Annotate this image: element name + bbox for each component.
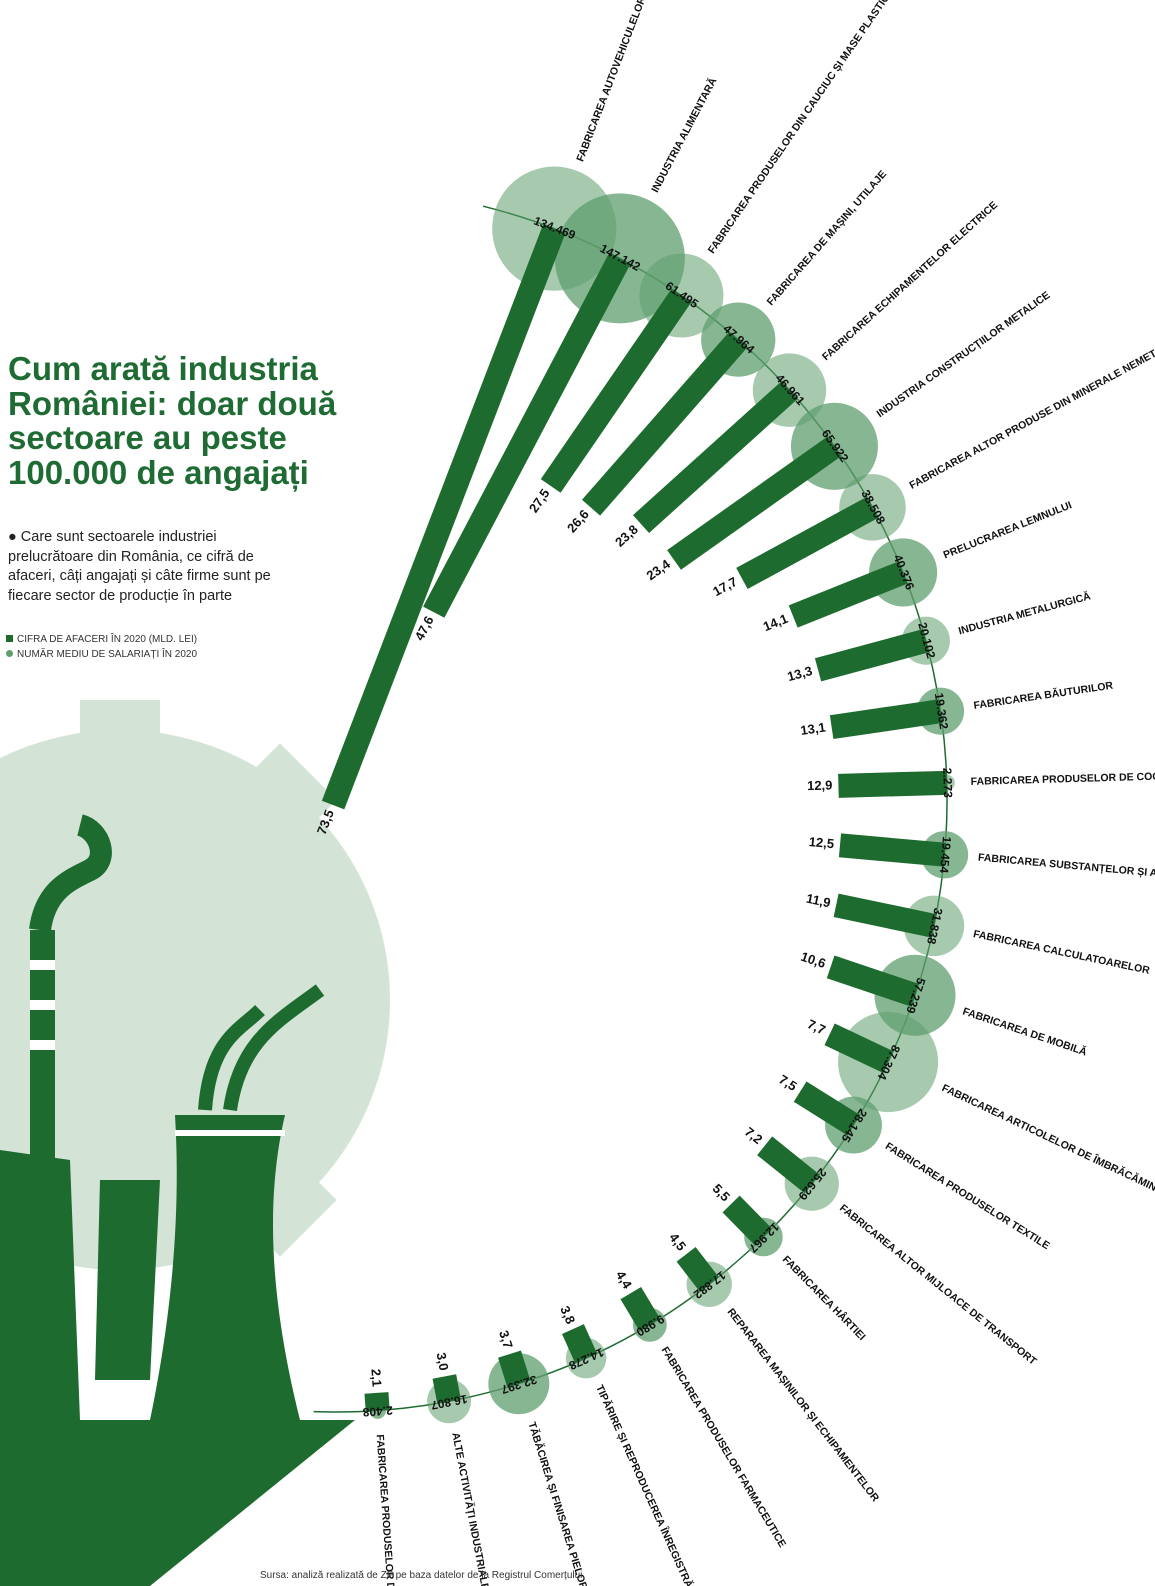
bar-value-label: 7,7	[805, 1016, 828, 1037]
bar-value-label: 3,8	[557, 1304, 578, 1327]
category-label: FABRICAREA PRODUSELOR DE COCSERIE	[971, 770, 1155, 788]
bubble-value-label: 2.273	[940, 768, 955, 799]
category-label: FABRICAREA BĂUTURILOR	[973, 679, 1115, 712]
category-label: ALTE ACTIVITĂȚI INDUSTRIALE	[449, 1431, 492, 1586]
turnover-bar	[788, 561, 908, 628]
turnover-bar	[582, 331, 748, 516]
turnover-bar	[838, 833, 946, 867]
category-label: TIPĂRIRE ȘI REPRODUCEREA ÎNREGISTRĂRILOR	[593, 1383, 709, 1586]
bar-value-label: 7,5	[776, 1072, 799, 1094]
legend-swatch	[6, 650, 13, 657]
turnover-bar	[838, 770, 948, 798]
chart-title: Cum arată industria României: doar două …	[8, 350, 337, 491]
bar-value-label: 3,0	[434, 1351, 452, 1372]
turnover-bar	[793, 1081, 860, 1136]
subtitle-text: Care sunt sectoarele industriei prelucră…	[8, 529, 271, 604]
category-label: FABRICAREA HÂRTIEI	[780, 1253, 869, 1343]
turnover-bar	[757, 1136, 820, 1194]
legend-label: NUMĂR MEDIU DE SALARIAȚI ÎN 2020	[17, 649, 198, 660]
turnover-bar	[736, 496, 879, 589]
bar-value-label: 27,5	[526, 486, 553, 515]
source: Sursa: analiză realizată de ZF pe baza d…	[260, 1570, 583, 1581]
bar-value-label: 3,7	[496, 1329, 516, 1351]
category-label: FABRICAREA DE MOBILĂ	[961, 1005, 1089, 1059]
category-label: INDUSTRIA ALIMENTARĂ	[648, 75, 719, 195]
ground	[0, 1420, 355, 1586]
building	[0, 1150, 80, 1420]
bubble-value-label: 16.807	[430, 1392, 469, 1413]
turnover-bar	[826, 955, 919, 1007]
turnover-bar	[364, 1392, 390, 1412]
category-label: FABRICAREA CALCULATOARELOR	[972, 928, 1151, 977]
category-label: FABRICAREA PRODUSELOR DIN TUTUN	[374, 1434, 400, 1586]
bubble-value-label: 19.454	[937, 836, 954, 874]
turnover-bar	[833, 893, 937, 938]
category-label: INDUSTRIA CONSTRUCȚIILOR METALICE	[875, 289, 1053, 420]
bar-value-label: 11,9	[805, 891, 832, 911]
bar-value-label: 4,4	[613, 1268, 636, 1292]
category-label: FABRICAREA ALTOR PRODUSE DIN MINERALE NE…	[908, 333, 1155, 492]
turnover-bar	[620, 1286, 661, 1331]
bar-value-label: 13,1	[799, 720, 826, 739]
bar-value-label: 4,5	[666, 1230, 689, 1253]
bar-value-label: 23,8	[612, 522, 641, 550]
turnover-bar	[676, 1247, 719, 1292]
cooling-tower	[150, 1115, 300, 1420]
smoke	[198, 984, 325, 1112]
turnover-bar	[824, 1023, 894, 1073]
bar-value-label: 10,6	[799, 949, 828, 971]
turnover-bar	[562, 1324, 597, 1364]
bar-value-label: 2,1	[368, 1368, 384, 1387]
turnover-bar	[498, 1350, 531, 1388]
category-label: FABRICAREA AUTOVEHICULELOR	[574, 0, 648, 163]
bubble-value-label: 19.362	[932, 692, 951, 731]
category-label: FABRICAREA ARTICOLELOR DE ÎMBRĂCĂMINTE	[940, 1081, 1155, 1200]
subtitle: ● Care sunt sectoarele industriei preluc…	[8, 529, 271, 604]
legend: CIFRA DE AFACERI ÎN 2020 (MLD. LEI) NUMĂ…	[6, 634, 197, 664]
category-label: FABRICAREA PRODUSELOR DIN CAUCIUC ȘI MAS…	[706, 0, 896, 256]
factory-illustration	[0, 700, 390, 1586]
bar-value-label: 5,5	[710, 1181, 733, 1204]
legend-item: CIFRA DE AFACERI ÎN 2020 (MLD. LEI)	[6, 634, 197, 645]
category-label: FABRICAREA DE MAȘINI, UTILAJE	[765, 168, 889, 308]
category-label: INDUSTRIA METALURGICĂ	[957, 589, 1093, 637]
turnover-bar	[722, 1195, 773, 1246]
category-label: TĂBĂCIREA ȘI FINISAREA PIELOR	[525, 1420, 590, 1586]
category-label: FABRICAREA SUBSTANȚELOR ȘI A PRODUSELOR …	[978, 852, 1155, 891]
turnover-bar	[632, 381, 798, 533]
turnover-bar	[432, 1374, 461, 1404]
bar-value-label: 14,1	[761, 611, 790, 634]
bar-value-label: 26,6	[564, 507, 592, 536]
category-label: PRELUCRAREA LEMNULUI	[942, 499, 1074, 561]
bubble-value-label: 2.408	[362, 1403, 393, 1419]
chimney	[30, 930, 55, 1190]
category-label: FABRICAREA PRODUSELOR FARMACEUTICE	[659, 1345, 789, 1550]
bar-value-label: 12,9	[807, 777, 833, 793]
turnover-bar	[814, 629, 930, 682]
turnover-bar	[667, 436, 842, 570]
smoke	[29, 814, 112, 932]
bar-value-label: 12,5	[808, 834, 835, 851]
bar-value-label: 23,4	[644, 556, 674, 583]
turnover-bar	[829, 699, 943, 739]
turnover-bar	[423, 252, 631, 618]
legend-label: CIFRA DE AFACERI ÎN 2020 (MLD. LEI)	[17, 634, 198, 645]
cooling-tower	[95, 1180, 160, 1380]
turnover-bar	[321, 224, 566, 810]
turnover-bar	[540, 288, 692, 493]
bars	[321, 224, 948, 1412]
legend-item: NUMĂR MEDIU DE SALARIAȚI ÎN 2020	[6, 649, 197, 660]
legend-swatch	[6, 635, 13, 642]
category-label: FABRICAREA PRODUSELOR TEXTILE	[883, 1140, 1052, 1252]
bar-value-label: 13,3	[786, 663, 814, 684]
bar-value-label: 17,7	[710, 574, 739, 599]
bar-value-label: 7,2	[742, 1124, 765, 1147]
